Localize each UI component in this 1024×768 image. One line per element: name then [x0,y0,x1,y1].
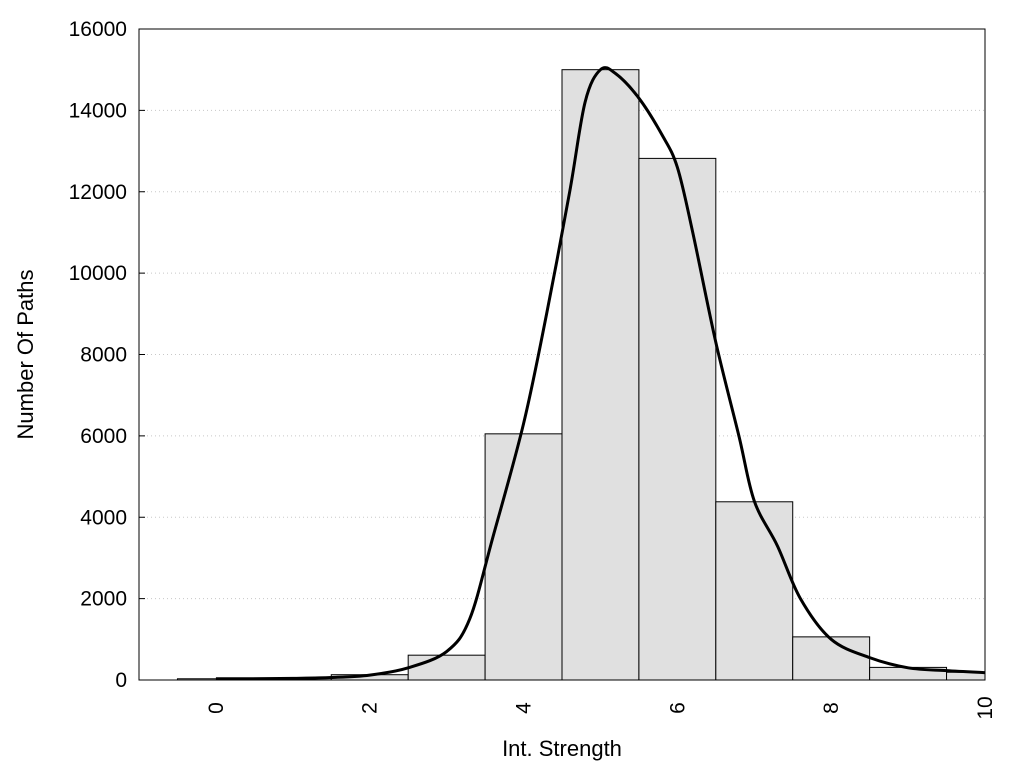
histogram-bar [638,157,717,681]
y-tick-label: 10000 [69,262,127,285]
y-tick-label: 12000 [69,181,127,204]
y-tick-label: 14000 [69,99,127,122]
axis-ticks: 0 2000 4000 6000 8000 10000 12000 14000 16000 0 2 4… [69,18,997,720]
x-tick-label: 10 [974,696,997,719]
y-tick-label: 4000 [80,506,127,529]
density-curve [215,66,986,681]
histogram-bar [407,654,486,681]
histogram-bars [176,69,986,681]
x-tick-label: 2 [359,702,382,714]
histogram-bar [715,501,794,681]
histogram-bar [484,433,563,681]
x-tick-label: 8 [820,702,843,714]
y-tick-label: 8000 [80,344,127,367]
density-curve-line [215,66,986,681]
y-tick-label: 0 [115,669,127,692]
y-tick-label: 6000 [80,425,127,448]
x-tick-label: 0 [205,702,228,714]
y-axis-title: Number Of Paths [13,270,38,440]
x-tick-label: 6 [666,702,689,714]
grid-lines [139,109,985,600]
x-axis-title: Int. Strength [502,736,622,761]
x-tick-label: 4 [513,702,536,714]
y-tick-label: 16000 [69,18,127,41]
y-tick-label: 2000 [80,588,127,611]
histogram-bar [792,636,871,681]
